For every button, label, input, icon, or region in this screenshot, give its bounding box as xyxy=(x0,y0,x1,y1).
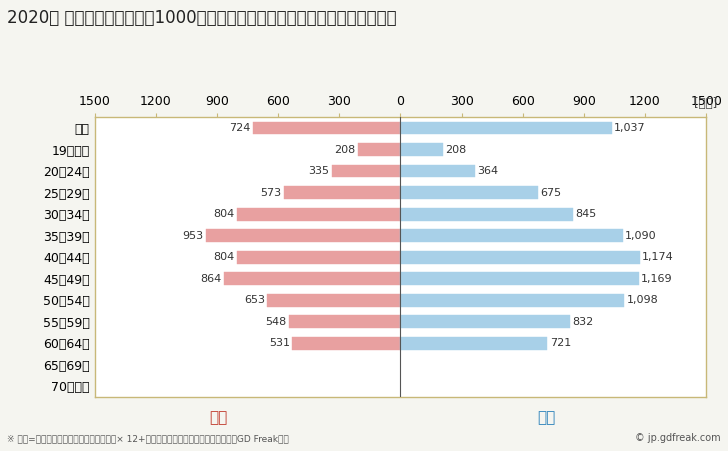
Bar xyxy=(224,272,400,285)
Bar xyxy=(267,294,400,307)
Bar xyxy=(400,207,573,221)
Bar xyxy=(289,315,400,328)
Text: 1,037: 1,037 xyxy=(614,123,646,133)
Bar xyxy=(400,165,475,178)
Bar xyxy=(400,143,443,156)
Text: 653: 653 xyxy=(244,295,265,305)
Text: 804: 804 xyxy=(213,209,234,219)
Text: 364: 364 xyxy=(477,166,498,176)
Bar xyxy=(400,251,640,263)
Text: 1,174: 1,174 xyxy=(642,252,674,262)
Text: 724: 724 xyxy=(229,123,250,133)
Bar xyxy=(292,336,400,350)
Bar xyxy=(358,143,400,156)
Bar xyxy=(400,294,624,307)
Text: 女性: 女性 xyxy=(209,410,228,425)
Text: 721: 721 xyxy=(550,338,571,348)
Text: 548: 548 xyxy=(265,317,286,327)
Bar xyxy=(206,229,400,242)
Text: 531: 531 xyxy=(269,338,290,348)
Bar xyxy=(400,315,570,328)
Text: 573: 573 xyxy=(260,188,281,198)
Bar xyxy=(253,122,400,134)
Bar xyxy=(400,272,638,285)
Bar xyxy=(400,122,612,134)
Bar xyxy=(237,251,400,263)
Text: 335: 335 xyxy=(309,166,330,176)
Text: 208: 208 xyxy=(446,144,467,155)
Text: 864: 864 xyxy=(201,274,222,284)
Text: 男性: 男性 xyxy=(537,410,555,425)
Text: 1,090: 1,090 xyxy=(625,230,657,240)
Text: 953: 953 xyxy=(183,230,204,240)
Bar xyxy=(284,186,400,199)
Text: 832: 832 xyxy=(572,317,594,327)
Text: 675: 675 xyxy=(540,188,561,198)
Bar xyxy=(332,165,400,178)
Text: 1,098: 1,098 xyxy=(627,295,658,305)
Text: 1,169: 1,169 xyxy=(641,274,673,284)
Text: ※ 年収=「きまって支給する現金給与額」× 12+「年間賞与その他特別給与額」としてGD Freak推計: ※ 年収=「きまって支給する現金給与額」× 12+「年間賞与その他特別給与額」と… xyxy=(7,434,289,443)
Text: 804: 804 xyxy=(213,252,234,262)
Bar xyxy=(400,229,622,242)
Text: 845: 845 xyxy=(575,209,596,219)
Text: © jp.gdfreak.com: © jp.gdfreak.com xyxy=(635,433,721,443)
Bar xyxy=(400,336,547,350)
Text: 2020年 民間企業（従業者数1000人以上）フルタイム労働者の男女別平均年収: 2020年 民間企業（従業者数1000人以上）フルタイム労働者の男女別平均年収 xyxy=(7,9,397,27)
Text: 208: 208 xyxy=(334,144,355,155)
Bar xyxy=(237,207,400,221)
Text: [万円]: [万円] xyxy=(694,97,717,110)
Bar xyxy=(400,186,538,199)
